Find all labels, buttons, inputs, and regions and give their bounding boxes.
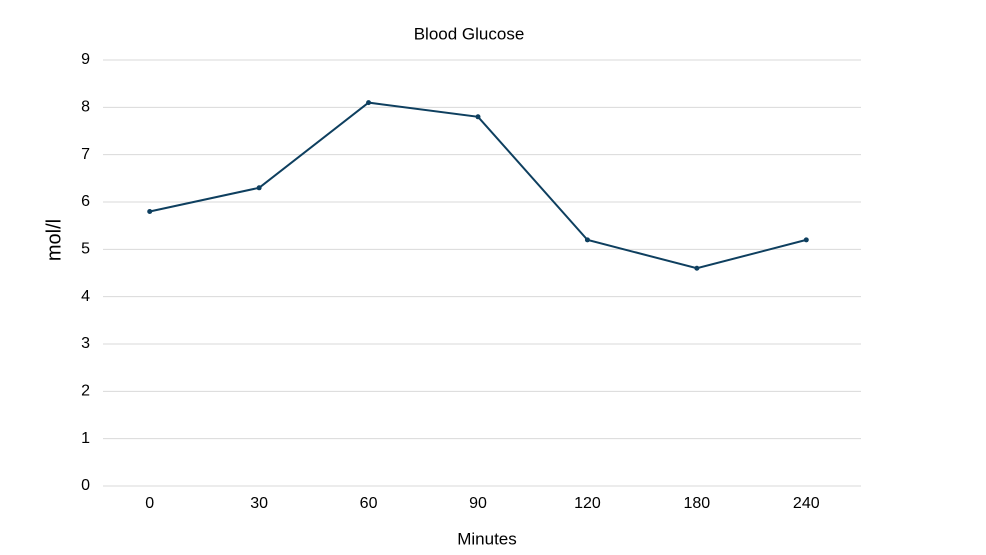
data-point (366, 100, 372, 106)
y-axis-label: mol/l (43, 219, 65, 261)
chart-title: Blood Glucose (414, 24, 525, 43)
y-tick-label: 3 (81, 335, 90, 352)
y-tick-label: 2 (81, 383, 90, 400)
y-tick-label: 5 (81, 241, 90, 258)
y-tick-label: 7 (81, 146, 90, 163)
data-point (256, 185, 262, 191)
x-tick-label: 30 (250, 495, 268, 512)
x-tick-label: 120 (574, 495, 601, 512)
data-point (694, 265, 700, 271)
x-tick-label: 180 (684, 495, 711, 512)
x-tick-label: 240 (793, 495, 820, 512)
data-point (803, 237, 809, 243)
y-tick-label: 0 (81, 477, 90, 494)
y-tick-label: 9 (81, 51, 90, 68)
data-point (475, 114, 481, 120)
x-axis-label: Minutes (457, 529, 517, 548)
y-tick-label: 1 (81, 430, 90, 447)
x-tick-label: 60 (360, 495, 378, 512)
data-line (149, 101, 807, 270)
y-tick-label: 6 (81, 193, 90, 210)
data-point (584, 237, 590, 243)
x-tick-label: 90 (469, 495, 487, 512)
x-tick-label: 0 (145, 495, 154, 512)
y-tick-label: 8 (81, 99, 90, 116)
data-point (147, 208, 153, 214)
y-tick-label: 4 (81, 288, 90, 305)
